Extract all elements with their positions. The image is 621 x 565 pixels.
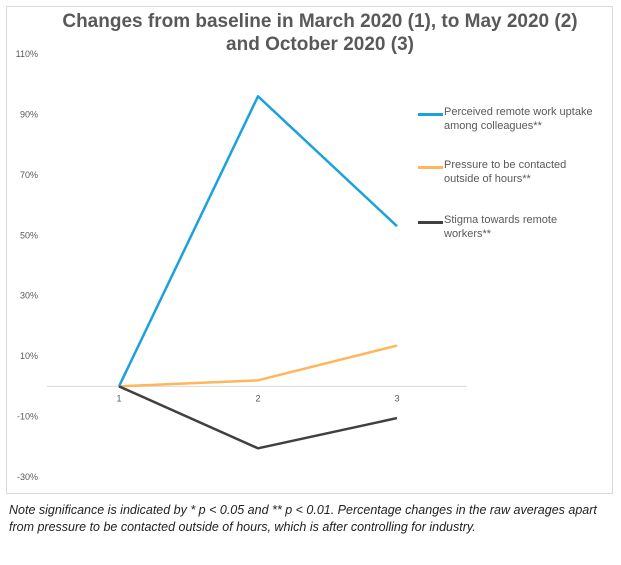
chart-frame (6, 6, 613, 494)
legend-swatch (418, 221, 443, 224)
y-tick-label: 110% (16, 49, 38, 59)
footnote: Note significance is indicated by * p < … (9, 503, 597, 534)
y-tick-label: 10% (20, 351, 38, 361)
legend-label: Stigma towards remote workers** (444, 214, 558, 240)
legend-label: Pressure to be contacted outside of hour… (444, 159, 567, 185)
series-line-1 (117, 95, 398, 387)
y-tick-label: -30% (17, 472, 38, 482)
series-lines (117, 95, 398, 450)
legend-label: Perceived remote work uptake among colle… (444, 106, 593, 132)
x-tick-label: 2 (255, 393, 260, 403)
y-tick-label: -10% (17, 412, 38, 422)
y-tick-label: 50% (20, 230, 38, 240)
legend-swatch (418, 113, 443, 116)
x-tick-label: 3 (394, 393, 399, 403)
series-line-2 (118, 344, 398, 388)
x-axis-ticks: 1 2 3 (116, 393, 399, 403)
line-chart: 110% 90% 70% 50% 30% 10% -10% -30% 1 2 3 (16, 49, 467, 482)
y-axis-ticks: 110% 90% 70% 50% 30% 10% -10% -30% (16, 49, 38, 482)
y-tick-label: 70% (20, 170, 38, 180)
legend-swatch (418, 166, 443, 169)
x-tick-label: 1 (116, 393, 121, 403)
series-line-3 (118, 385, 398, 450)
chart-title: Changes from baseline in March 2020 (1),… (62, 11, 578, 55)
y-tick-label: 90% (20, 109, 38, 119)
y-tick-label: 30% (20, 291, 38, 301)
